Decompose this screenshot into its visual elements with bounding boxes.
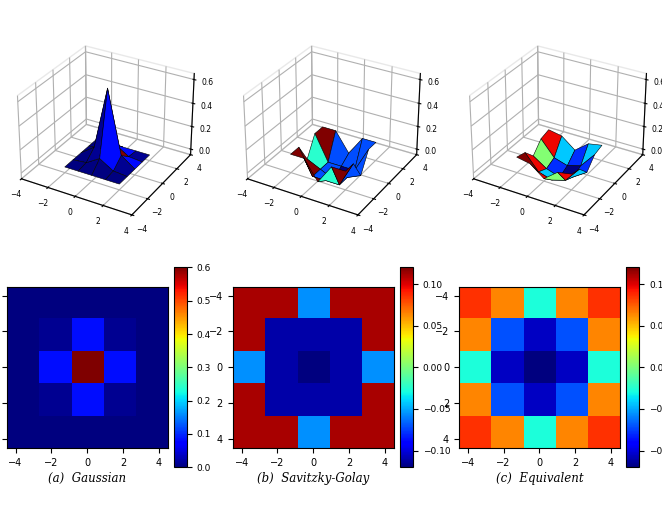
X-axis label: (a)  Gaussian: (a) Gaussian — [48, 472, 126, 485]
X-axis label: (b)  Savitzky-Golay: (b) Savitzky-Golay — [257, 472, 369, 485]
X-axis label: (c)  Equivalent: (c) Equivalent — [496, 472, 583, 485]
